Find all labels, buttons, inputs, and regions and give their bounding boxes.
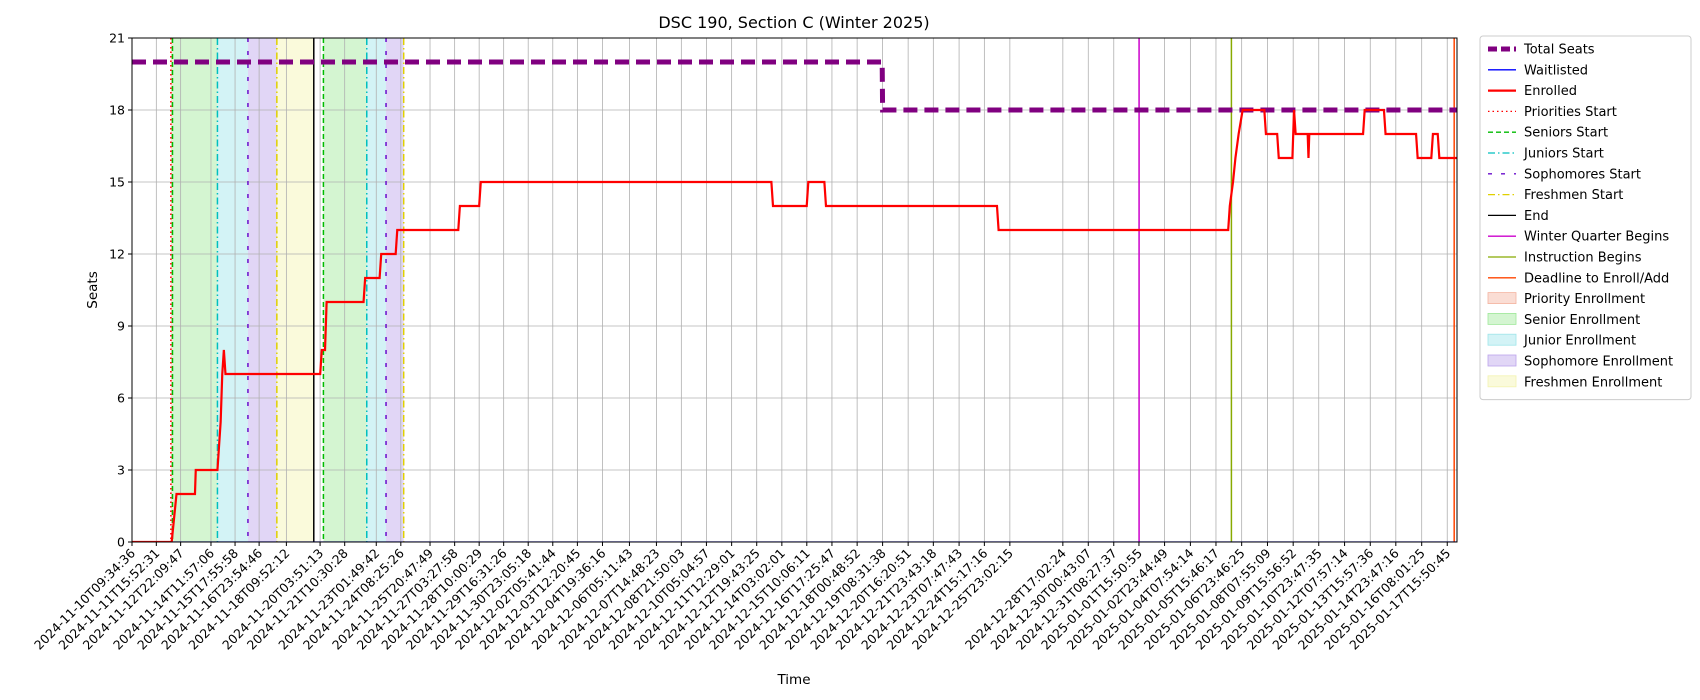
- legend-entry-priority-enrollment: Priority Enrollment: [1487, 292, 1645, 307]
- legend-box: [1479, 35, 1692, 401]
- legend-label: Priority Enrollment: [1524, 292, 1645, 307]
- legend-label: Senior Enrollment: [1524, 313, 1640, 328]
- legend-label: Junior Enrollment: [1523, 334, 1636, 349]
- plot-frame: [131, 37, 1458, 543]
- freshmen-enrollment-span: [276, 38, 314, 542]
- legend-entry-instruction-begins: Instruction Begins: [1488, 251, 1642, 266]
- x-axis: 2024-11-10T09:34:362024-11-11T15:52:3120…: [31, 542, 1453, 653]
- legend-entry-juniors-start: Juniors Start: [1488, 147, 1604, 162]
- legend-entry-sophomores-start: Sophomores Start: [1488, 167, 1641, 182]
- legend-entry-freshmen-enrollment: Freshmen Enrollment: [1487, 375, 1662, 390]
- legend-entry-sophomore-enrollment: Sophomore Enrollment: [1487, 354, 1673, 370]
- junior-enrollment-span: [217, 38, 248, 542]
- legend-entry-junior-enrollment: Junior Enrollment: [1487, 333, 1636, 349]
- y-tick-label: 12: [109, 247, 125, 262]
- priority-enrollment-span: [170, 38, 173, 542]
- legend-swatch: [1487, 333, 1517, 346]
- legend: Total Seats Waitlisted Enrolled Priorities …: [1479, 35, 1692, 401]
- legend-label: Seniors Start: [1524, 126, 1608, 141]
- legend-label: Waitlisted: [1524, 63, 1588, 78]
- y-tick-label: 15: [109, 175, 125, 190]
- y-tick-label: 3: [117, 463, 125, 478]
- legend-label: Juniors Start: [1523, 147, 1604, 162]
- legend-entry-seniors-start: Seniors Start: [1488, 126, 1608, 141]
- legend-label: Winter Quarter Begins: [1524, 230, 1669, 245]
- legend-entry-freshmen-start: Freshmen Start: [1488, 188, 1623, 203]
- legend-swatch: [1487, 312, 1517, 325]
- y-tick-label: 21: [109, 31, 125, 46]
- y-axis-title: Seats: [85, 271, 101, 308]
- legend-label: Sophomore Enrollment: [1524, 355, 1673, 370]
- legend-label: Total Seats: [1523, 43, 1595, 58]
- sophomore-enrollment-span: [247, 38, 277, 542]
- legend-label: Instruction Begins: [1524, 251, 1642, 266]
- chart-title: DSC 190, Section C (Winter 2025): [658, 13, 929, 32]
- event-lines: [170, 38, 1455, 542]
- legend-label: Priorities Start: [1524, 105, 1617, 120]
- y-tick-label: 0: [117, 535, 125, 550]
- legend-label: Sophomores Start: [1524, 167, 1641, 182]
- y-tick-label: 18: [109, 103, 125, 118]
- enrolled-series: [132, 108, 1457, 542]
- legend-entry-end: End: [1488, 209, 1549, 224]
- y-tick-label: 9: [117, 319, 125, 334]
- legend-label: Enrolled: [1524, 84, 1577, 99]
- y-tick-label: 6: [117, 391, 125, 406]
- legend-entry-winter-quarter-begins: Winter Quarter Begins: [1488, 230, 1669, 245]
- legend-entry-priorities-start: Priorities Start: [1488, 105, 1617, 120]
- legend-label: Deadline to Enroll/Add: [1524, 271, 1669, 286]
- legend-entry-senior-enrollment: Senior Enrollment: [1487, 312, 1640, 328]
- senior-enrollment-span: [172, 38, 218, 542]
- sophomore-enrollment-span: [386, 38, 404, 542]
- legend-swatch: [1487, 375, 1517, 388]
- y-axis: 0 3 6 9 12 15 18 21: [109, 31, 132, 550]
- legend-label: End: [1524, 209, 1549, 224]
- enrollment-period-spans: [170, 38, 404, 542]
- legend-entry-total-seats: Total Seats: [1488, 43, 1595, 58]
- series-lines: [132, 59, 1457, 542]
- legend-entry-enrolled: Enrolled: [1488, 84, 1577, 99]
- legend-swatch: [1487, 292, 1517, 305]
- legend-entry-waitlisted: Waitlisted: [1488, 63, 1588, 78]
- legend-label: Freshmen Start: [1524, 188, 1623, 203]
- legend-entry-deadline-to-enroll-add: Deadline to Enroll/Add: [1488, 271, 1669, 286]
- legend-swatch: [1487, 354, 1517, 367]
- x-axis-title: Time: [776, 672, 810, 688]
- legend-label: Freshmen Enrollment: [1524, 375, 1662, 390]
